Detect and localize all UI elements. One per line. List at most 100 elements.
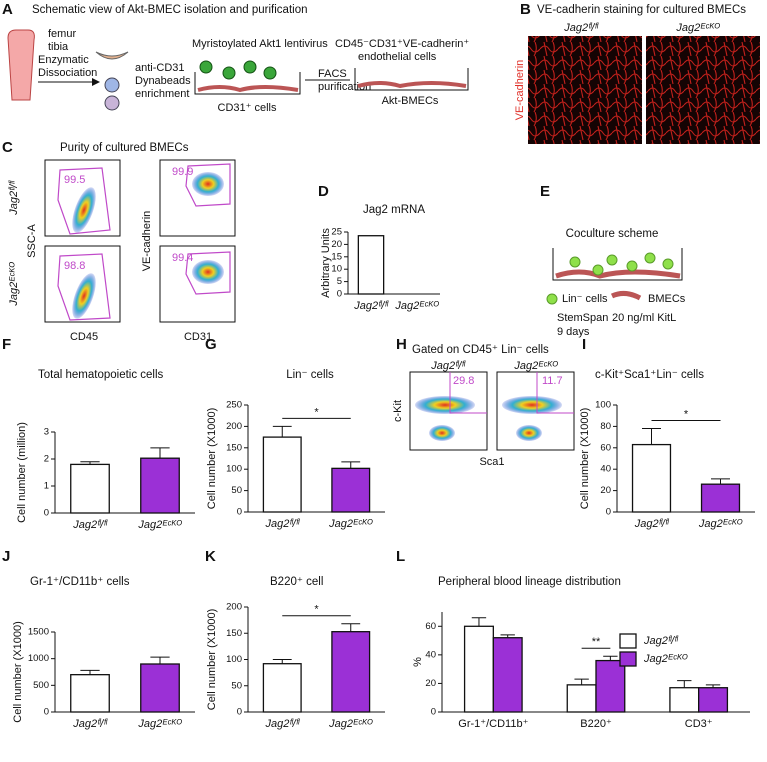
step-label: anti-CD31 [135, 62, 185, 74]
y-tick-label: 1 [44, 481, 49, 492]
gate-value: 99.9 [172, 166, 193, 178]
axis-label: CD31 [184, 331, 212, 343]
legend-swatch [619, 633, 637, 649]
y-tick-label: 0 [44, 508, 49, 519]
bar [331, 631, 371, 713]
significance-label: * [314, 604, 319, 616]
y-tick-label: 50 [231, 680, 242, 691]
step-label: FACS [318, 68, 347, 80]
y-tick-label: 1000 [28, 653, 49, 664]
y-tick-label: 250 [226, 400, 242, 411]
x-tick-label: Jag2ᴱᶜᴷᴼ [328, 518, 373, 530]
axis-label: VE-cadherin [141, 211, 153, 272]
axis-label: CD45 [70, 331, 98, 343]
error-bar [341, 461, 361, 469]
y-tick-label: 0 [44, 707, 49, 718]
panel-letter: A [2, 1, 13, 18]
gate-value: 11.7 [542, 375, 563, 387]
y-tick-label: 5 [337, 276, 342, 287]
bar [262, 663, 302, 713]
bar [357, 235, 385, 295]
condition: 9 days [557, 326, 590, 338]
bar [463, 625, 494, 713]
panel-letter: F [2, 336, 11, 353]
row-label: Jag2ᴱᶜᴷᴼ [8, 262, 20, 307]
dish-label: CD31⁺ cells [218, 102, 277, 114]
x-tick-label: Jag2ᴱᶜᴷᴼ [394, 300, 439, 312]
y-tick-label: 1500 [28, 627, 49, 638]
flow-plots [409, 371, 575, 451]
x-tick-label: Jag2ᶠˡ/ᶠˡ [265, 718, 300, 730]
y-tick-label: 200 [226, 421, 242, 432]
y-tick-label: 20 [425, 678, 436, 689]
bar [70, 674, 110, 713]
axis-label: SSC-A [26, 224, 38, 258]
bone-label: tibia [48, 41, 69, 53]
error-bar [574, 678, 589, 685]
bar [492, 637, 523, 713]
y-tick-label: 0 [337, 289, 342, 300]
y-tick-label: 150 [226, 628, 242, 639]
y-tick-label: 100 [226, 464, 242, 475]
error-bar [603, 655, 618, 661]
bar-chart: Gr-1⁺/CD11b⁺ cells Cell number (X1000) 0 50… [12, 576, 195, 730]
group-label: Jag2ᶠˡ/ᶠˡ [430, 360, 465, 372]
bar-chart: c-Kit⁺Sca1⁺Lin⁻ cells Cell number (X1000)… [579, 369, 755, 530]
panel-letter: G [205, 336, 217, 353]
y-axis-label: % [412, 657, 424, 667]
lin-cells [569, 252, 674, 276]
panel-letter: J [2, 548, 10, 565]
x-tick-label: Jag2ᴱᶜᴷᴼ [328, 718, 373, 730]
error-bar [341, 623, 361, 632]
bmec-layer [555, 269, 681, 279]
error-bar [642, 428, 661, 445]
bar [331, 467, 371, 513]
y-tick-label: 40 [425, 649, 436, 660]
arrow-head [92, 78, 100, 86]
purity: Purity of cultured BMECs 99.5 98.8 99.9 … [8, 142, 236, 343]
purity-title: Purity of cultured BMECs [60, 142, 189, 154]
chart-title: Total hematopoietic cells [38, 369, 164, 381]
error-bar [272, 425, 292, 438]
lentivirus-label: Myristoylated Akt1 lentivirus [192, 38, 328, 50]
bar-chart: Lin⁻ cells Cell number (X1000) 0 50 100 150 20… [206, 369, 385, 530]
staining: VE-cadherin staining for cultured BMECs … [514, 4, 760, 144]
chart-title: Peripheral blood lineage distribution [438, 576, 621, 588]
y-axis-label: Cell number (X1000) [206, 408, 218, 510]
legend-label: Lin⁻ cells [562, 293, 608, 305]
significance-label: ** [592, 636, 601, 648]
panel-letter: I [582, 336, 586, 353]
error-bar [150, 447, 170, 459]
micrograph [528, 36, 642, 144]
y-tick-label: 60 [600, 442, 611, 453]
group-label: Jag2ᴱᶜᴷᴼ [513, 360, 558, 372]
step-label: enrichment [135, 88, 189, 100]
cell-icon [104, 95, 120, 111]
bar-chart: Peripheral blood lineage distribution% 0 2… [412, 576, 750, 730]
bar [595, 659, 626, 713]
y-tick-label: 10 [331, 264, 342, 275]
schematic: Schematic view of Akt-BMEC isolation and… [7, 4, 469, 114]
significance-label: * [684, 408, 689, 420]
bar-chart: Total hematopoietic cells Cell number (mi… [16, 369, 195, 531]
bone-label: femur [48, 28, 76, 40]
dish [552, 248, 683, 281]
legend-label: Jag2ᴱᶜᴷᴼ [643, 653, 688, 665]
gate-value: 98.8 [64, 260, 85, 272]
group-label: Jag2ᶠˡ/ᶠˡ [563, 22, 598, 34]
bone-icon [7, 29, 35, 101]
y-tick-label: 25 [331, 227, 342, 238]
chart-title: c-Kit⁺Sca1⁺Lin⁻ cells [595, 369, 704, 381]
chart-title: Lin⁻ cells [286, 369, 334, 381]
legend-label: Jag2ᶠˡ/ᶠˡ [643, 635, 678, 647]
y-tick-label: 2 [44, 454, 49, 465]
cell-icon [104, 77, 120, 93]
error-bar [471, 617, 487, 627]
x-tick-label: Jag2ᴱᶜᴷᴼ [137, 519, 182, 531]
x-tick-label: Jag2ᶠˡ/ᶠˡ [72, 718, 107, 730]
error-bar [711, 478, 730, 485]
dish [354, 68, 469, 91]
